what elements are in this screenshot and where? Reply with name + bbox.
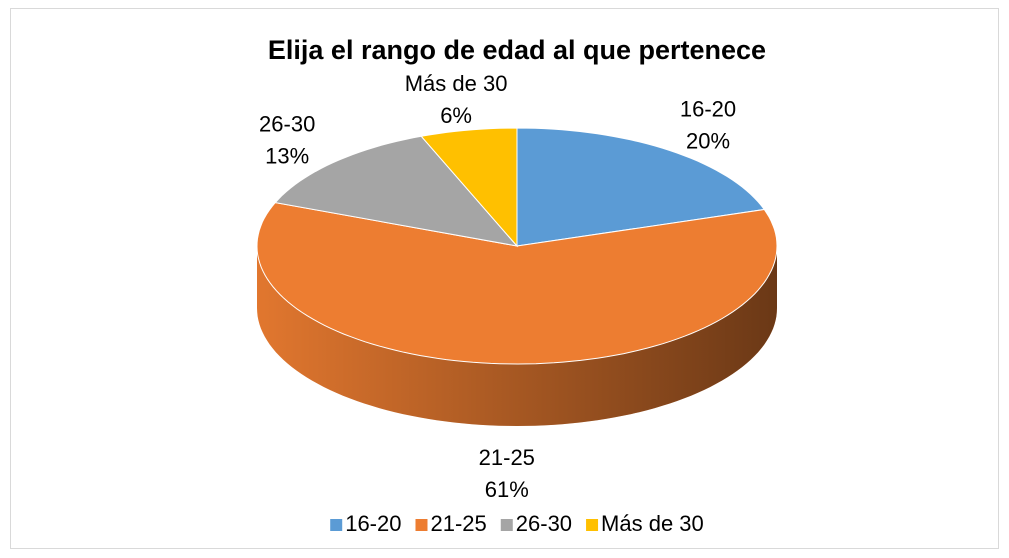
legend-label: 21-25: [430, 511, 486, 536]
data-label-category: 26-30: [259, 112, 315, 137]
data-label-value: 13%: [265, 144, 309, 169]
chart-title: Elija el rango de edad al que pertenece: [268, 35, 766, 65]
legend-label: 16-20: [345, 511, 401, 536]
data-label-value: 20%: [686, 128, 730, 153]
slice: [420, 127, 518, 248]
data-label-value: 6%: [440, 103, 472, 128]
legend-label: Más de 30: [601, 511, 704, 536]
legend-swatch: [330, 519, 343, 531]
legend: 16-20 21-25 26-30 Más de 30: [330, 511, 704, 536]
legend-swatch: [586, 519, 599, 531]
data-label-category: 21-25: [479, 445, 535, 470]
legend-swatch: [500, 519, 513, 531]
slice: [274, 135, 519, 247]
slice: [516, 127, 766, 247]
slice: [256, 202, 778, 365]
legend-label: 26-30: [516, 511, 572, 536]
data-label-category: 16-20: [680, 96, 736, 121]
data-label-category: Más de 30: [405, 71, 508, 96]
slice-side-shade: [257, 246, 777, 426]
data-label-value: 61%: [485, 477, 529, 502]
legend-swatch: [415, 519, 428, 531]
